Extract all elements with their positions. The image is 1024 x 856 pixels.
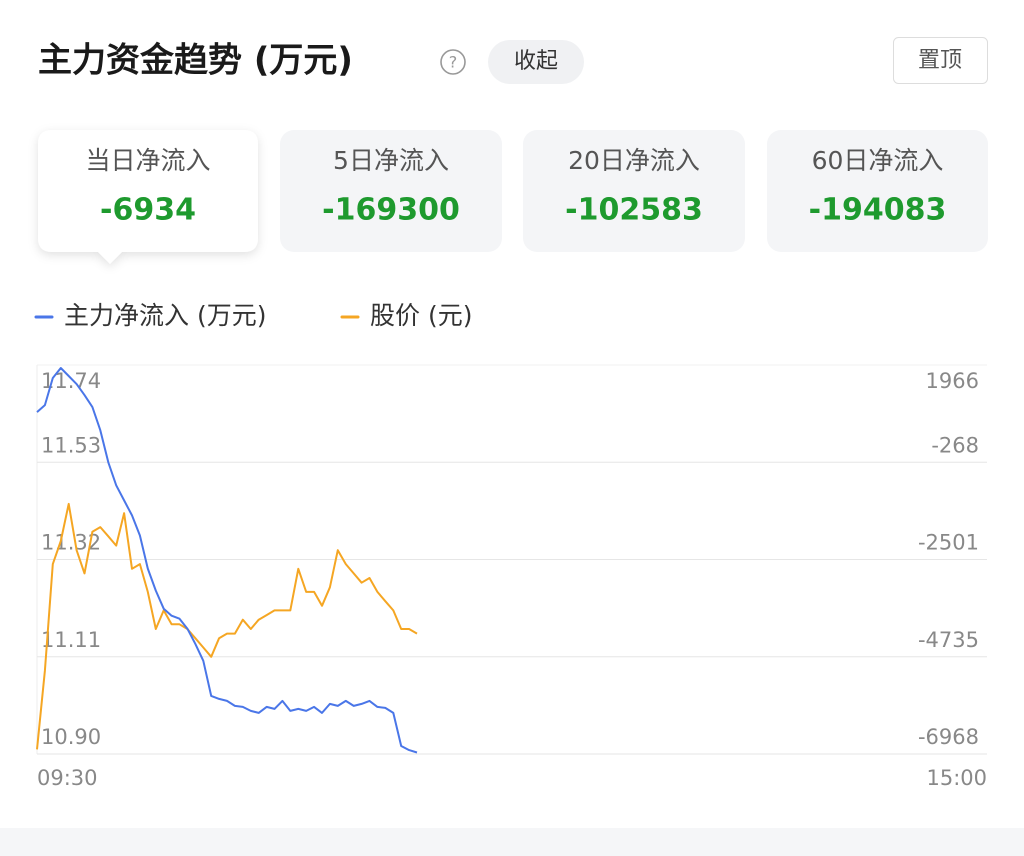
y-tick-label: 11.53: [41, 433, 101, 457]
y2-tick-label: -268: [931, 433, 979, 457]
bottom-band: [0, 828, 1024, 856]
y2-tick-label: -4735: [918, 628, 979, 652]
y-tick-label: 11.11: [41, 628, 101, 652]
legend-label: 股价 (元): [370, 301, 472, 330]
series-line: [36, 502, 418, 750]
card-value: -6934: [100, 193, 196, 228]
collapse-button[interactable]: [488, 40, 584, 84]
x-tick-label: 09:30: [37, 766, 98, 790]
y-tick-label: 10.90: [41, 725, 101, 749]
card[interactable]: [523, 130, 745, 252]
card[interactable]: [280, 130, 502, 252]
card-label: 当日净流入: [85, 146, 210, 175]
legend-label: 主力净流入 (万元): [64, 301, 266, 330]
card[interactable]: [38, 130, 258, 264]
collapse-label: 收起: [514, 49, 558, 74]
card-label: 20日净流入: [568, 146, 700, 175]
y2-tick-label: 1966: [926, 369, 979, 393]
card-value: -169300: [322, 193, 460, 228]
card-value: -102583: [565, 193, 703, 228]
pin-label: 置顶: [918, 48, 962, 73]
help-icon[interactable]: ?: [440, 49, 466, 75]
svg-text:?: ?: [449, 53, 458, 72]
card-label: 5日净流入: [333, 146, 449, 175]
title: 主力资金趋势 (万元): [38, 41, 353, 81]
x-tick-label: 15:00: [926, 766, 987, 790]
y2-tick-label: -6968: [918, 725, 979, 749]
pin-button[interactable]: [893, 37, 988, 84]
y2-tick-label: -2501: [918, 531, 979, 555]
card-value: -194083: [809, 193, 947, 228]
series-line: [36, 367, 418, 754]
card-label: 60日净流入: [812, 146, 944, 175]
card[interactable]: [767, 130, 988, 252]
